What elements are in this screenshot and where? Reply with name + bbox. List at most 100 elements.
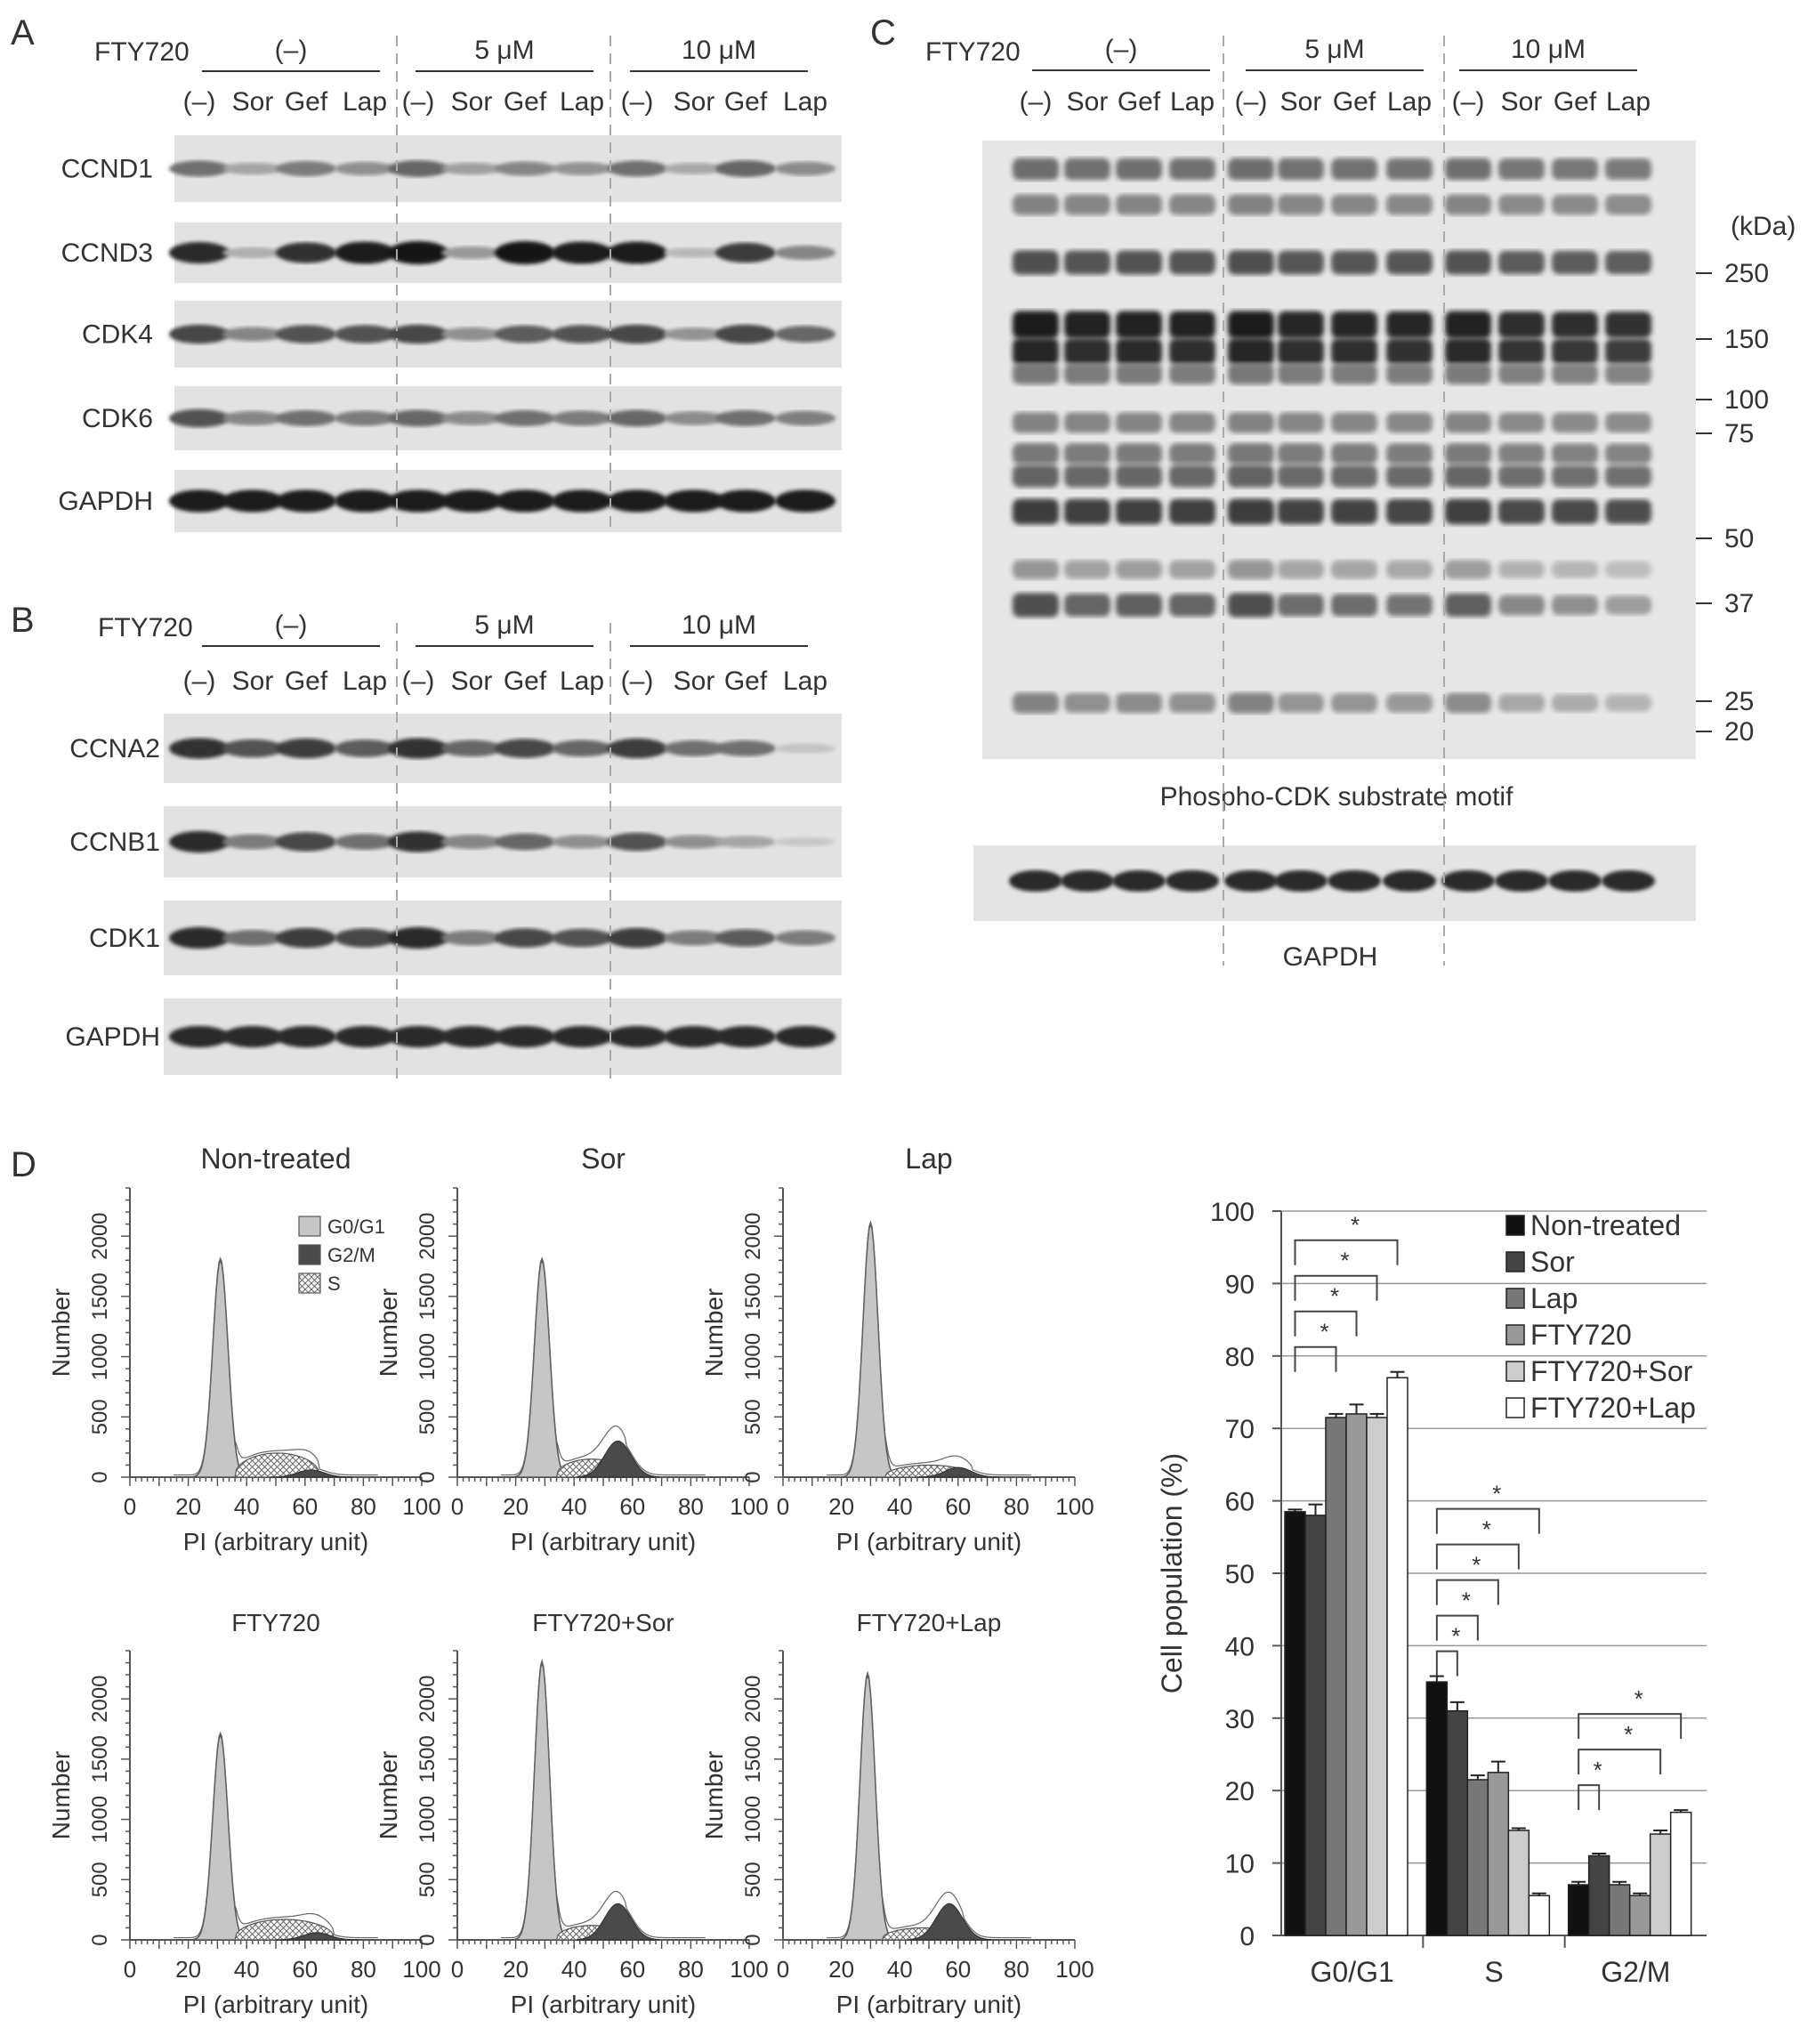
- substrate-band: [1498, 158, 1545, 181]
- histogram-envelope: [827, 1670, 1031, 1939]
- significance-star: *: [1634, 1685, 1643, 1712]
- x-axis-label: PI (arbitrary unit): [183, 1528, 369, 1555]
- substrate-band: [1169, 692, 1215, 714]
- blot-band: [552, 928, 612, 948]
- blot-band: [775, 836, 835, 847]
- blot-band: [222, 162, 283, 175]
- bar-fty720-lap: [1386, 1377, 1408, 1936]
- substrate-band: [1605, 311, 1651, 338]
- x-tick-label: 0: [124, 1493, 136, 1520]
- blot-band: [169, 241, 230, 264]
- substrate-band: [1064, 311, 1110, 339]
- marker-label: 250: [1724, 259, 1769, 288]
- g2m-peak: [576, 1440, 659, 1478]
- lane-label: Gef: [724, 87, 768, 117]
- histogram-envelope: [174, 1731, 378, 1939]
- g0g1-peak: [506, 1660, 578, 1941]
- substrate-band: [1013, 560, 1059, 579]
- histogram-envelope: [501, 1256, 706, 1476]
- panel-d-bar-chart: 0 10 20 30 40 50 60 70 80 90 100 Cell population (%…: [1156, 1198, 1707, 1988]
- histogram-envelope: [501, 1658, 706, 1939]
- substrate-band: [1498, 311, 1545, 338]
- substrate-band: [1278, 498, 1324, 525]
- substrate-band: [1552, 694, 1598, 712]
- significance-star: *: [1340, 1248, 1349, 1274]
- blot-band: [775, 326, 835, 343]
- substrate-band: [1228, 465, 1274, 488]
- bar-fty720-lap: [1669, 1811, 1692, 1936]
- blot-band: [441, 489, 502, 513]
- legend-swatch: [298, 1272, 321, 1294]
- y-axis-label: Number: [700, 1289, 728, 1377]
- substrate-band: [1386, 363, 1433, 384]
- substrate-band: [1498, 443, 1545, 465]
- x-tick-label: 0: [777, 1956, 789, 1983]
- lane-label: Lap: [1387, 87, 1432, 117]
- blot-band: [775, 930, 835, 946]
- x-tick-label: 40: [887, 1493, 913, 1520]
- blot-band: [552, 489, 612, 513]
- lane-label: Lap: [343, 87, 387, 117]
- substrate-band: [1552, 363, 1598, 384]
- substrate-band: [1013, 194, 1059, 215]
- g2m-peak: [275, 1932, 359, 1941]
- blot-band: [715, 489, 776, 513]
- x-tick-label: 60: [945, 1956, 971, 1983]
- dose-group-label: (–): [275, 36, 308, 65]
- blot-band: [607, 832, 667, 852]
- legend-swatch: [1505, 1361, 1525, 1382]
- blot-label-cdk1: CDK1: [89, 924, 160, 953]
- lane-label: Sor: [232, 667, 274, 696]
- substrate-band: [1228, 337, 1274, 366]
- lane-label: Gef: [285, 87, 328, 117]
- substrate-band: [1386, 194, 1433, 215]
- substrate-band: [1278, 465, 1324, 488]
- lane-label: Gef: [285, 667, 328, 696]
- y-tick-label: 0: [741, 1471, 765, 1483]
- substrate-band: [1116, 593, 1162, 618]
- x-tick-label: 60: [292, 1493, 318, 1520]
- substrate-band: [1228, 692, 1274, 714]
- histogram-legend: G0/G1 G2/M S: [298, 1216, 385, 1295]
- substrate-band: [1278, 158, 1324, 181]
- dose-group-label: 10 μM: [682, 610, 756, 640]
- y-tick-label: 500: [88, 1399, 112, 1434]
- substrate-band: [1552, 311, 1598, 338]
- bar-fty720-sor: [1649, 1833, 1672, 1936]
- substrate-band: [1116, 560, 1162, 579]
- x-tick-label: 20: [828, 1493, 854, 1520]
- lane-label: (–): [1235, 87, 1268, 117]
- substrate-band: [1605, 251, 1651, 274]
- blot-label-ccna2: CCNA2: [69, 734, 160, 763]
- blot-band: [335, 739, 395, 757]
- significance-star: *: [1482, 1516, 1491, 1543]
- substrate-band: [1331, 412, 1377, 433]
- blot-band: [169, 408, 230, 428]
- substrate-band: [1498, 412, 1545, 433]
- x-axis-label: PI (arbitrary unit): [511, 1528, 697, 1555]
- blot-band: [441, 1025, 502, 1048]
- bar-non-treated: [1425, 1681, 1449, 1936]
- substrate-band: [1331, 465, 1377, 488]
- lane-label: Gef: [504, 87, 547, 117]
- y-tick-label: 1000: [741, 1796, 765, 1843]
- substrate-band: [1064, 338, 1110, 365]
- legend-swatch: [298, 1216, 321, 1237]
- lane-label: Lap: [560, 667, 604, 696]
- blot-band: [664, 835, 724, 849]
- gapdh-band: [1061, 870, 1114, 892]
- y-tick-label: 10: [1225, 1850, 1255, 1879]
- blot-band: [335, 928, 395, 948]
- substrate-band: [1605, 561, 1651, 578]
- blot-band: [441, 834, 502, 850]
- significance-star: *: [1330, 1283, 1339, 1310]
- substrate-band: [1169, 338, 1215, 365]
- histogram-title: Non-treated: [201, 1143, 351, 1175]
- substrate-caption: Phospho-CDK substrate motif: [1160, 782, 1514, 812]
- panel-letter-d: D: [11, 1145, 36, 1184]
- blot-band: [222, 246, 283, 259]
- substrate-band: [1228, 363, 1274, 384]
- g0g1-peak: [835, 1222, 907, 1478]
- y-tick-label: 30: [1225, 1705, 1255, 1734]
- x-tick-label: 100: [402, 1956, 440, 1983]
